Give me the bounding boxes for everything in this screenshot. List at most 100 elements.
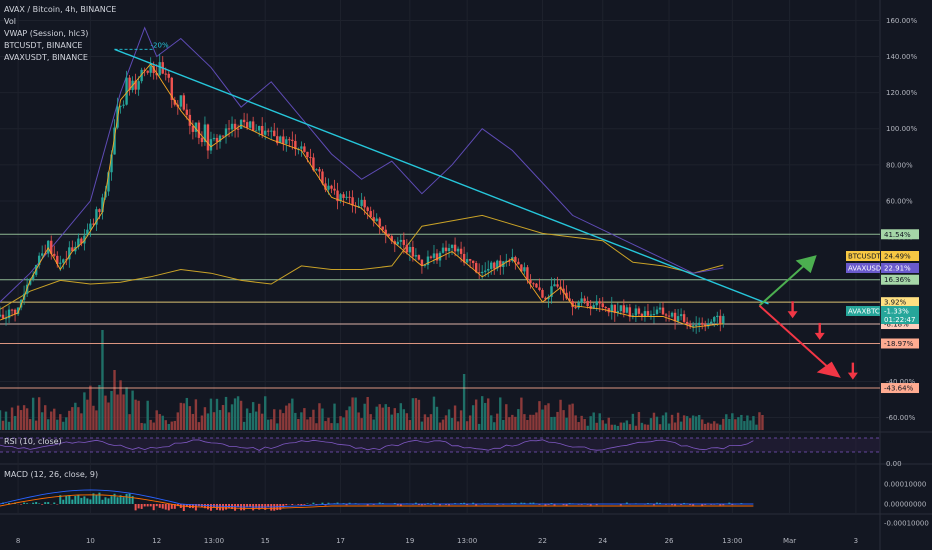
macd-histogram-bar xyxy=(26,503,29,504)
macd-histogram-bar xyxy=(553,504,556,506)
volume-bar xyxy=(411,398,415,430)
candle-body xyxy=(634,308,638,316)
volume-bar xyxy=(56,419,59,430)
candle-body xyxy=(538,287,541,290)
macd-histogram-bar xyxy=(255,504,258,508)
volume-bar xyxy=(462,374,466,430)
candle-body xyxy=(710,321,713,324)
candle-body xyxy=(381,226,384,230)
macd-histogram-bar xyxy=(86,498,89,504)
volume-bar xyxy=(447,409,451,430)
candle-body xyxy=(607,308,610,313)
candle-body xyxy=(179,95,183,107)
price-tag-value: 22.91% xyxy=(884,265,911,273)
candle-body xyxy=(628,307,632,317)
candle-body xyxy=(574,307,577,309)
volume-bar xyxy=(562,410,565,430)
candle-body xyxy=(4,318,8,320)
candle-body xyxy=(197,122,201,138)
level-tag xyxy=(881,274,919,285)
volume-bar xyxy=(517,409,520,430)
candle-body xyxy=(673,312,677,322)
volume-bar xyxy=(372,419,375,430)
volume-bar xyxy=(761,414,764,430)
macd-histogram-bar xyxy=(155,504,158,507)
legend-btcusdt: BTCUSDT, BINANCE xyxy=(4,41,83,50)
macd-histogram-bar xyxy=(378,502,381,504)
rsi-axis-label: 0.00 xyxy=(886,460,902,468)
legend-avaxusdt: AVAXUSDT, BINANCE xyxy=(4,53,88,62)
candle-body xyxy=(245,122,249,128)
candle-body xyxy=(31,274,35,280)
candle-body xyxy=(474,263,478,273)
candle-body xyxy=(300,146,303,149)
macd-histogram-bar xyxy=(321,502,324,504)
candle-body xyxy=(484,270,487,272)
price-tag-value-bg xyxy=(881,306,919,324)
volume-bar xyxy=(459,410,463,430)
volume-bar xyxy=(185,397,189,430)
volume-bar xyxy=(95,410,98,430)
volume-bar xyxy=(487,398,490,430)
volume-bar xyxy=(134,399,137,430)
volume-bar xyxy=(239,400,243,430)
chart-legend: AVAX / Bitcoin, 4h, BINANCE Vol VWAP (Se… xyxy=(4,4,116,64)
volume-bar xyxy=(233,398,237,430)
y-tick-label: 160.00% xyxy=(886,17,917,25)
candle-body xyxy=(637,308,641,314)
macd-histogram-bar xyxy=(463,502,466,504)
candle-body xyxy=(227,128,231,130)
candle-body xyxy=(722,316,725,325)
candle-body xyxy=(339,194,342,202)
volume-bar xyxy=(511,414,514,430)
candle-body xyxy=(40,253,44,256)
volume-bar xyxy=(336,423,339,430)
volume-bar xyxy=(260,413,264,430)
candle-body xyxy=(86,229,89,236)
macd-histogram-bar xyxy=(282,504,285,508)
macd-histogram-bar xyxy=(680,504,683,505)
volume-bar xyxy=(565,417,568,430)
price-tag-value: 24.49% xyxy=(884,253,911,261)
candle-body xyxy=(396,241,400,245)
macd-histogram-bar xyxy=(475,504,478,506)
candle-body xyxy=(520,264,523,272)
candle-body xyxy=(550,286,553,297)
candle-body xyxy=(254,130,258,132)
volume-bar xyxy=(613,424,616,430)
candle-body xyxy=(547,296,550,300)
candle-body xyxy=(188,114,192,126)
candle-body xyxy=(173,99,176,105)
macd-histogram-bar xyxy=(562,504,565,506)
macd-histogram-bar xyxy=(83,496,86,504)
volume-bar xyxy=(417,399,421,430)
volume-bar xyxy=(330,423,333,430)
macd-histogram-bar xyxy=(131,496,134,504)
macd-label: MACD (12, 26, close, 9) xyxy=(4,470,99,479)
volume-bar xyxy=(288,403,291,430)
volume-bar xyxy=(92,405,95,430)
volume-bar xyxy=(254,411,258,430)
volume-bar xyxy=(505,404,508,430)
macd-histogram-bar xyxy=(671,504,674,506)
candle-body xyxy=(98,209,101,213)
vwap-line xyxy=(0,63,724,328)
candle-body xyxy=(125,77,128,105)
candle-body xyxy=(95,209,98,225)
candle-body xyxy=(387,234,390,237)
volume-bar xyxy=(607,417,610,430)
volume-bar xyxy=(743,421,746,430)
macd-histogram-bar xyxy=(98,492,101,504)
macd-histogram-bar xyxy=(291,504,294,506)
y-tick-label: 140.00% xyxy=(886,53,917,61)
candle-body xyxy=(318,169,321,172)
candle-body xyxy=(345,196,348,198)
macd-histogram-bar xyxy=(417,504,420,506)
volume-bar xyxy=(351,397,354,430)
series-line-avaxusdt xyxy=(0,26,724,303)
volume-bar xyxy=(384,404,387,430)
volume-bar xyxy=(435,406,439,430)
volume-bar xyxy=(598,413,601,430)
macd-histogram-bar xyxy=(35,501,38,504)
